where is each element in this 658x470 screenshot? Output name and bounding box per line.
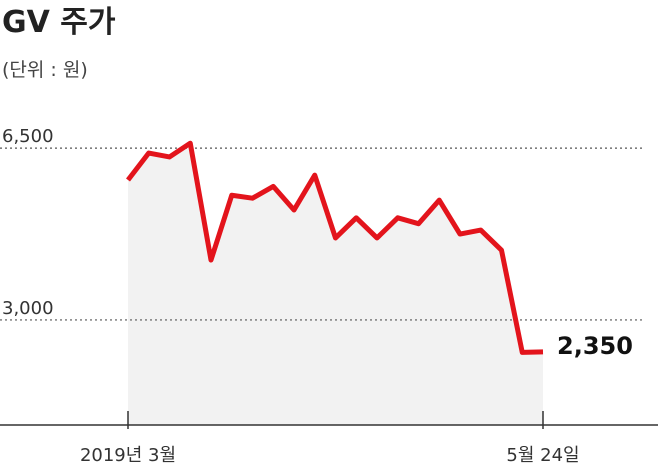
x-tick-label: 5월 24일	[506, 445, 579, 466]
chart-title: GV 주가	[2, 5, 116, 40]
chart-subtitle: (단위 : 원)	[2, 59, 88, 81]
x-tick-label: 2019년 3월	[80, 445, 176, 466]
value-label: 2,350	[557, 332, 633, 360]
y-tick-label: 6,500	[2, 126, 54, 147]
line	[126, 140, 544, 355]
y-tick-label: 3,000	[2, 298, 54, 319]
area	[128, 143, 543, 425]
